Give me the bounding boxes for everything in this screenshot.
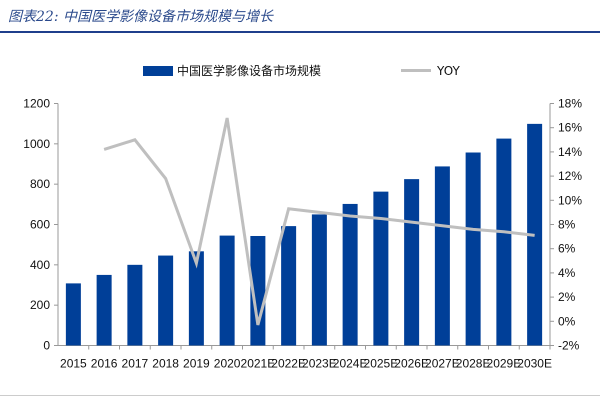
x-tick-label: 2029E xyxy=(487,357,522,371)
x-tick-label: 2021E xyxy=(241,357,276,371)
bottom-divider xyxy=(0,395,600,396)
x-tick-label: 2022E xyxy=(271,357,306,371)
x-tick-label: 2026E xyxy=(394,357,429,371)
right-tick-label: 4% xyxy=(558,266,576,280)
right-tick-label: 14% xyxy=(558,145,582,159)
legend-swatch-line xyxy=(401,69,432,72)
x-tick-label: 2016 xyxy=(91,357,118,371)
x-tick-label: 2024E xyxy=(333,357,368,371)
bar-2019 xyxy=(188,251,204,346)
x-tick-label: 2015 xyxy=(60,357,87,371)
left-tick-label: 1000 xyxy=(23,137,50,151)
legend-label-bar: 中国医学影像设备市场规模 xyxy=(177,64,322,78)
x-tick-label: 2023E xyxy=(302,357,337,371)
bar-2022E xyxy=(281,226,297,346)
bar-2023E xyxy=(311,214,327,346)
left-tick-label: 200 xyxy=(30,298,50,312)
x-tick-label: 2028E xyxy=(456,357,491,371)
bar-2025E xyxy=(373,191,389,346)
right-tick-label: 18% xyxy=(558,97,582,111)
legend-label-line: YOY xyxy=(437,63,460,78)
right-tick-label: 10% xyxy=(558,193,582,207)
legend: 中国医学影像设备市场规模 YOY xyxy=(143,62,460,79)
right-tick-label: 12% xyxy=(558,169,582,183)
bar-2024E xyxy=(342,203,358,346)
chart-title: 图表22: 中国医学影像设备市场规模与增长 xyxy=(8,9,273,25)
bar-2016 xyxy=(96,274,112,346)
left-tick-label: 800 xyxy=(30,177,50,191)
right-tick-label: -2% xyxy=(558,339,580,353)
left-tick-label: 600 xyxy=(30,218,50,232)
bar-2028E xyxy=(465,152,481,346)
left-tick-label: 1200 xyxy=(23,97,50,111)
bar-2026E xyxy=(404,179,420,346)
bar-2021E xyxy=(250,235,266,346)
bar-2017 xyxy=(127,264,143,346)
x-tick-label: 2018 xyxy=(152,357,179,371)
x-tick-label: 2027E xyxy=(425,357,460,371)
bar-2018 xyxy=(158,255,174,346)
x-tick-label: 2025E xyxy=(364,357,399,371)
right-tick-label: 0% xyxy=(558,314,576,328)
bar-2020 xyxy=(219,235,235,346)
bar-2027E xyxy=(434,166,450,346)
title-divider xyxy=(0,31,600,33)
left-tick-label: 400 xyxy=(30,258,50,272)
legend-swatch-bar xyxy=(143,65,173,76)
right-tick-label: 2% xyxy=(558,290,576,304)
right-tick-label: 16% xyxy=(558,121,582,135)
x-tick-label: 2019 xyxy=(183,357,210,371)
bar-2029E xyxy=(496,138,512,346)
right-tick-label: 6% xyxy=(558,242,576,256)
x-tick-label: 2017 xyxy=(122,357,149,371)
bar-2015 xyxy=(65,283,81,346)
x-tick-label: 2020 xyxy=(214,357,241,371)
right-tick-label: 8% xyxy=(558,218,576,232)
x-tick-label: 2030E xyxy=(517,357,552,371)
left-tick-label: 0 xyxy=(43,339,50,353)
